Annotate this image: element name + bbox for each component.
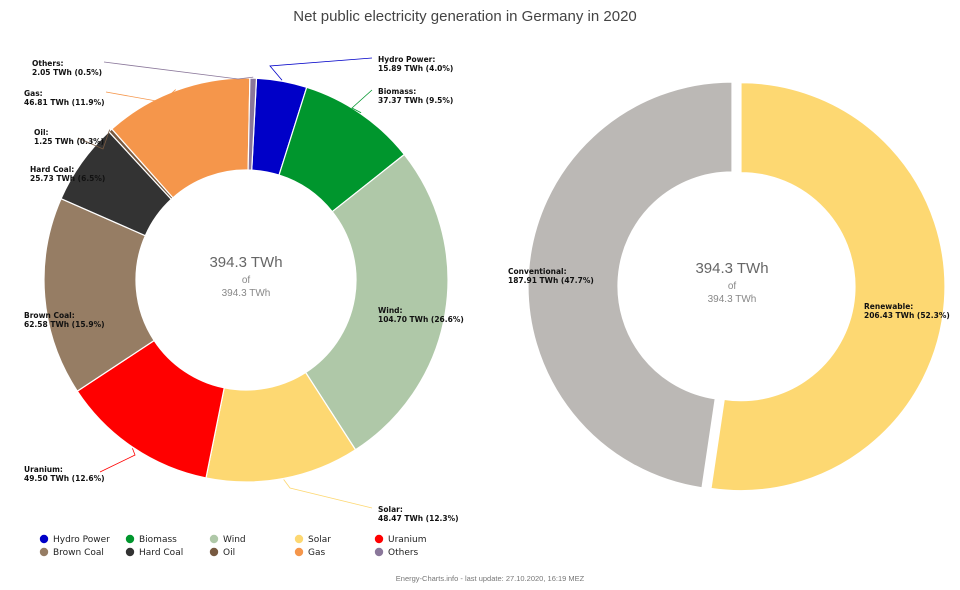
center-of-text: of — [242, 275, 251, 286]
label-hard-coal: Hard Coal: — [30, 165, 74, 174]
legend-marker-hard-coal[interactable] — [125, 547, 135, 557]
legend-marker-gas[interactable] — [294, 547, 304, 557]
label-gas: Gas: — [24, 89, 43, 98]
value-label-gas: 46.81 TWh (11.9%) — [24, 98, 105, 107]
legend-item-wind[interactable]: Wind — [223, 535, 246, 545]
value-label-uranium: 49.50 TWh (12.6%) — [24, 474, 105, 483]
legend-marker-others[interactable] — [374, 547, 384, 557]
label-biomass: Biomass: — [378, 87, 416, 96]
label-brown-coal: Brown Coal: — [24, 311, 75, 320]
center-of-total: 394.3 TWh — [708, 294, 757, 305]
value-label-brown-coal: 62.58 TWh (15.9%) — [24, 320, 105, 329]
label-oil: Oil: — [34, 128, 49, 137]
label-solar: Solar: — [378, 505, 403, 514]
legend-item-hard-coal[interactable]: Hard Coal — [139, 548, 183, 558]
connector-others — [103, 61, 254, 80]
footer-text: Energy-Charts.info - last update: 27.10.… — [396, 574, 585, 583]
label-conventional: Conventional: — [508, 267, 567, 276]
value-label-renewable: 206.43 TWh (52.3%) — [864, 311, 950, 320]
connector-biomass — [351, 89, 373, 114]
center-of-text: of — [728, 281, 737, 292]
legend-item-biomass[interactable]: Biomass — [139, 535, 177, 545]
slice-brown-coal[interactable] — [43, 197, 155, 392]
slice-wind[interactable] — [304, 153, 449, 451]
value-label-wind: 104.70 TWh (26.6%) — [378, 315, 464, 324]
legend-marker-hydro-power[interactable] — [39, 534, 49, 544]
legend-item-oil[interactable]: Oil — [223, 548, 235, 558]
value-label-others: 2.05 TWh (0.5%) — [32, 68, 102, 77]
chart-title: Net public electricity generation in Ger… — [293, 8, 637, 25]
center-total-value: 394.3 TWh — [209, 254, 282, 271]
connector-gas — [105, 89, 176, 103]
value-label-hydro-power: 15.89 TWh (4.0%) — [378, 64, 453, 73]
slice-renewable[interactable] — [710, 82, 946, 492]
legend-item-hydro-power[interactable]: Hydro Power — [53, 535, 110, 545]
legend-marker-brown-coal[interactable] — [39, 547, 49, 557]
legend-item-others[interactable]: Others — [388, 548, 419, 558]
label-renewable: Renewable: — [864, 302, 913, 311]
label-wind: Wind: — [378, 306, 403, 315]
label-uranium: Uranium: — [24, 465, 63, 474]
legend-item-uranium[interactable]: Uranium — [388, 535, 426, 545]
donut-chart-sources: Hydro Power:15.89 TWh (4.0%) Biomass:37.3… — [24, 55, 464, 523]
connector-oil — [77, 129, 111, 150]
legend-marker-oil[interactable] — [209, 547, 219, 557]
donut-chart-renewable-vs-conventional: Renewable:206.43 TWh (52.3%) Conventional… — [508, 81, 950, 492]
connector-solar — [283, 479, 373, 509]
value-label-hard-coal: 25.73 TWh (6.5%) — [30, 174, 105, 183]
value-label-solar: 48.47 TWh (12.3%) — [378, 514, 459, 523]
legend-item-gas[interactable]: Gas — [308, 548, 325, 558]
legend-marker-solar[interactable] — [294, 534, 304, 544]
label-hydro-power: Hydro Power: — [378, 55, 435, 64]
slice-conventional[interactable] — [527, 81, 733, 489]
connector-uranium — [99, 448, 136, 473]
legend: Hydro Power Biomass Wind Solar Uranium Brown … — [39, 534, 426, 558]
label-others: Others: — [32, 59, 64, 68]
center-of-total: 394.3 TWh — [222, 288, 271, 299]
center-total-value: 394.3 TWh — [695, 260, 768, 277]
legend-marker-uranium[interactable] — [374, 534, 384, 544]
legend-item-brown-coal[interactable]: Brown Coal — [53, 548, 104, 558]
legend-marker-biomass[interactable] — [125, 534, 135, 544]
legend-item-solar[interactable]: Solar — [308, 535, 331, 545]
slice-others[interactable] — [247, 77, 258, 171]
legend-marker-wind[interactable] — [209, 534, 219, 544]
value-label-conventional: 187.91 TWh (47.7%) — [508, 276, 594, 285]
connector-hydro-power — [269, 57, 373, 81]
value-label-oil: 1.25 TWh (0.3%) — [34, 137, 104, 146]
value-label-biomass: 37.37 TWh (9.5%) — [378, 96, 453, 105]
